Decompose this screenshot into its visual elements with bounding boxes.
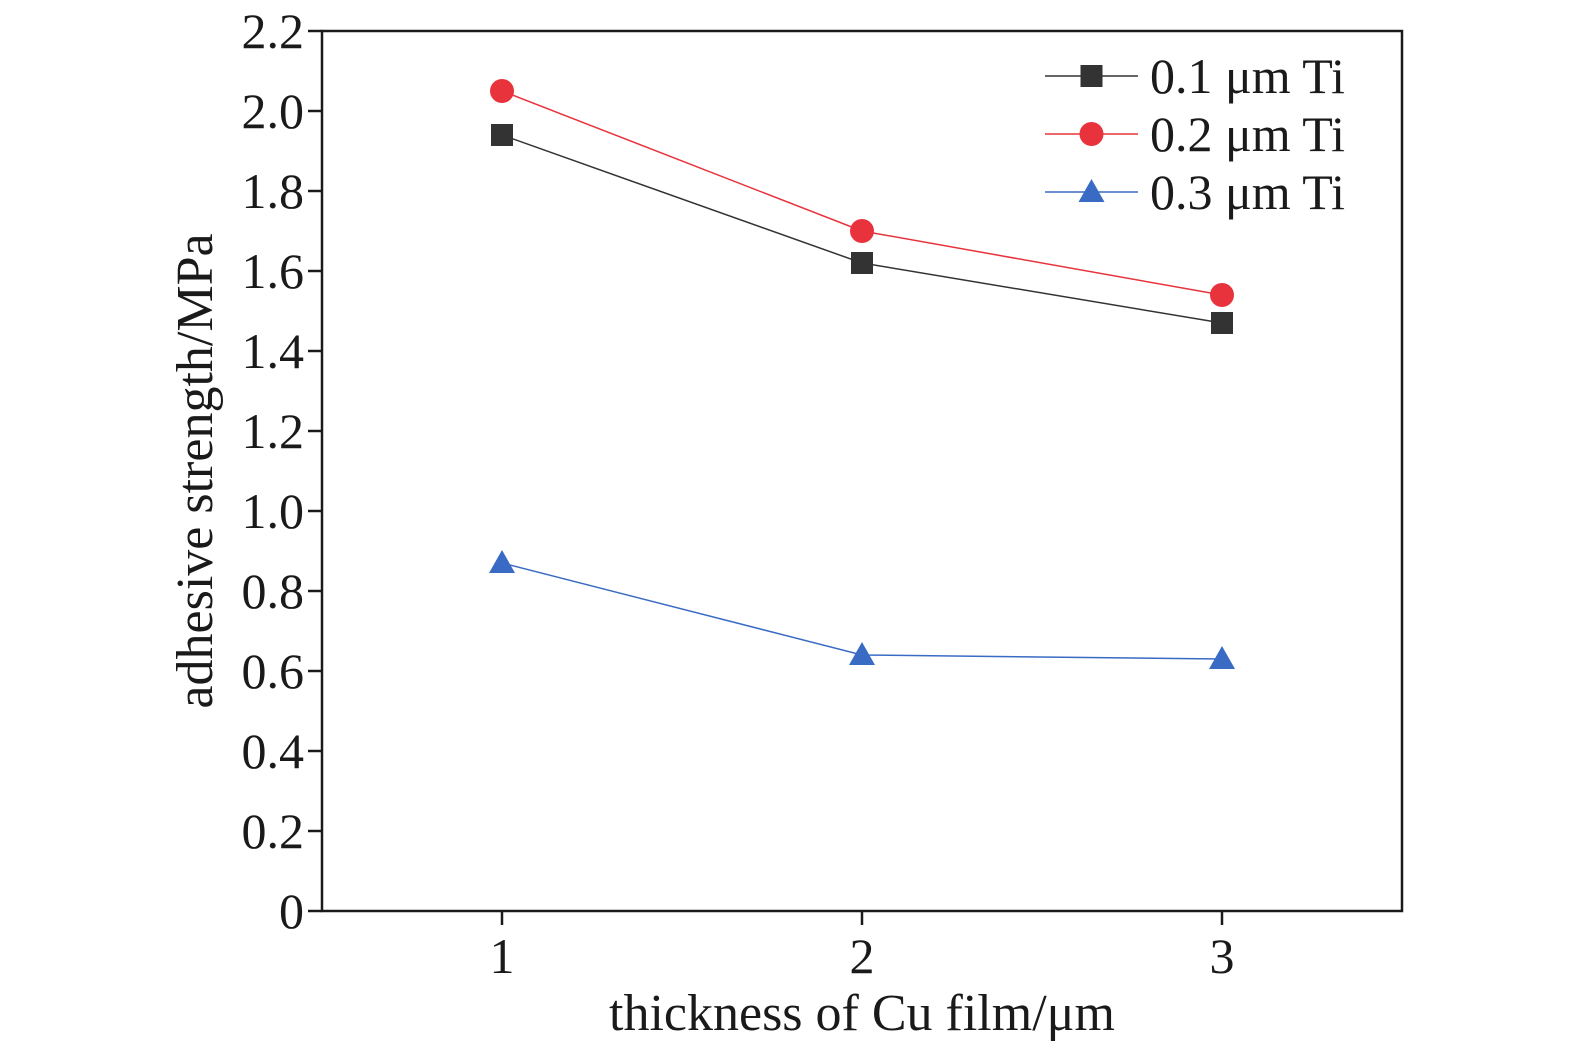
data-point	[850, 219, 874, 243]
legend-label: 0.3 μm Ti	[1150, 164, 1345, 220]
legend-marker	[1078, 179, 1105, 202]
axes	[320, 29, 1404, 913]
y-tick-label: 0.2	[242, 803, 305, 859]
x-axis-label: thickness of Cu film/μm	[609, 985, 1115, 1042]
y-tick-label: 0.8	[242, 563, 305, 619]
y-axis-ticks: 0 0.2 0.4 0.6 0.8 1.0 1.2 1.4 1.6 1.8 2.0 2.2	[242, 3, 322, 939]
y-tick-label: 1.2	[242, 403, 305, 459]
y-tick-label: 0	[279, 883, 304, 939]
data-point	[851, 252, 873, 274]
y-tick-label: 0.4	[242, 723, 305, 779]
series-2	[490, 79, 1234, 307]
y-tick-label: 1.6	[242, 243, 305, 299]
x-tick-label: 1	[490, 928, 515, 984]
legend: 0.1 μm Ti0.2 μm Ti0.3 μm Ti	[1045, 48, 1345, 220]
legend-item: 0.1 μm Ti	[1045, 48, 1345, 104]
data-point	[490, 79, 514, 103]
data-point	[1209, 646, 1235, 669]
legend-item: 0.3 μm Ti	[1045, 164, 1345, 220]
y-tick-label: 2.2	[242, 3, 305, 59]
legend-item: 0.2 μm Ti	[1045, 106, 1345, 162]
legend-marker	[1080, 65, 1103, 87]
legend-label: 0.2 μm Ti	[1150, 106, 1345, 162]
x-tick-label: 3	[1210, 928, 1235, 984]
data-point	[489, 550, 515, 573]
data-point	[491, 124, 513, 146]
series-3	[489, 550, 1235, 669]
legend-marker	[1079, 122, 1104, 146]
y-tick-label: 1.0	[242, 483, 305, 539]
series-group	[489, 79, 1235, 669]
y-tick-label: 0.6	[242, 643, 305, 699]
y-tick-label: 2.0	[242, 83, 305, 139]
x-tick-label: 2	[850, 928, 875, 984]
data-point	[1210, 283, 1234, 307]
data-point	[1211, 312, 1233, 334]
x-axis-ticks: 1 2 3	[490, 911, 1235, 984]
y-tick-label: 1.8	[242, 163, 305, 219]
legend-label: 0.1 μm Ti	[1150, 48, 1345, 104]
y-tick-label: 1.4	[242, 323, 305, 379]
y-axis-label: adhesive strength/MPa	[167, 233, 224, 708]
series-1	[491, 124, 1233, 334]
plot-frame	[320, 29, 1404, 913]
data-point	[849, 642, 875, 665]
